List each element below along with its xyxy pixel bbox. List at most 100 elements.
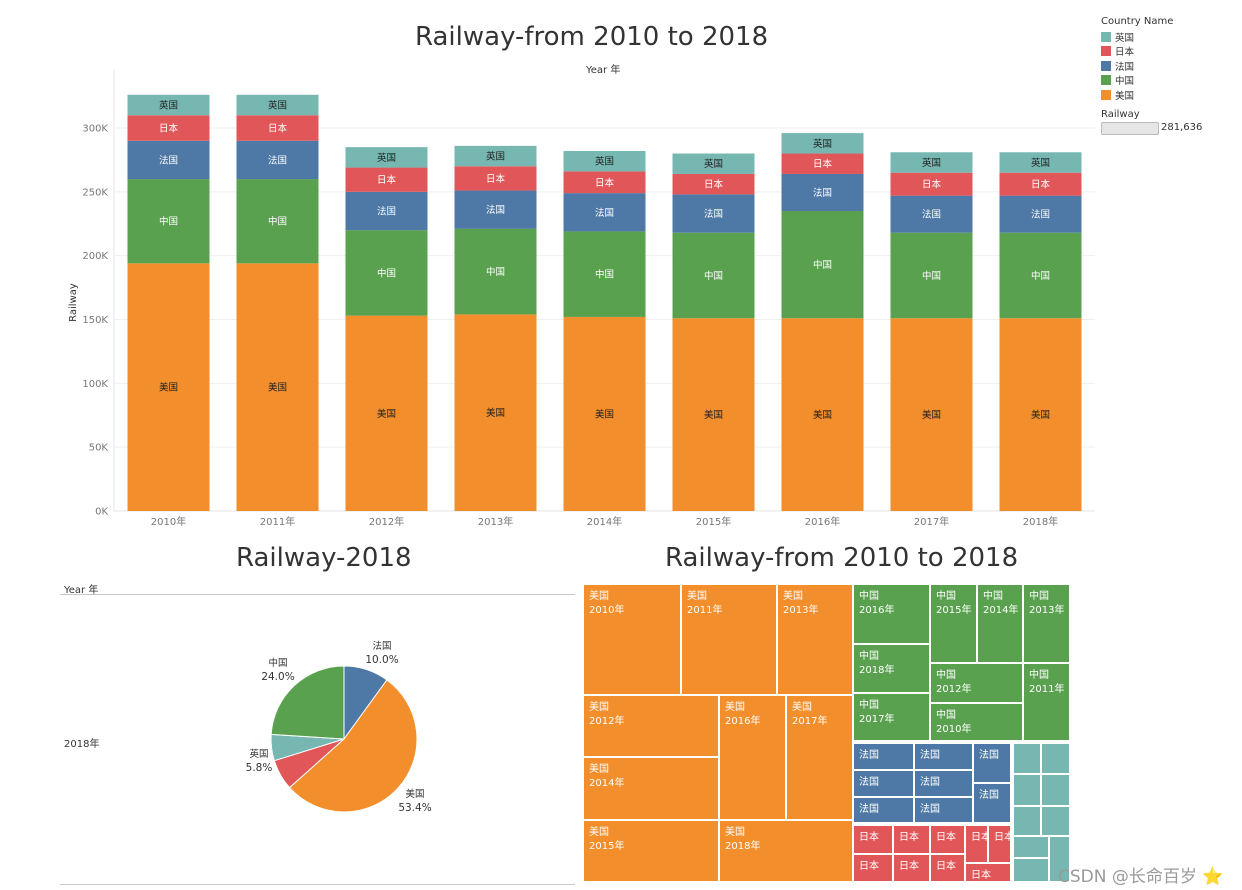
- treemap-cell[interactable]: 美国 2013年: [777, 584, 853, 695]
- bar-segment-label: 法国: [704, 208, 723, 220]
- treemap-cell-label: 中国 2016年: [859, 590, 894, 618]
- bar-segment-label: 中国: [486, 266, 505, 278]
- legend-label: 美国: [1115, 90, 1135, 102]
- bar-segment-label: 美国: [159, 382, 178, 394]
- treemap-cell[interactable]: [1013, 806, 1041, 836]
- treemap-cell[interactable]: 法国: [853, 797, 914, 823]
- bar-segment: [672, 194, 755, 233]
- treemap-cell[interactable]: 中国 2016年: [853, 584, 930, 644]
- treemap-year: 2016年: [725, 716, 761, 727]
- treemap-cell[interactable]: 日本: [965, 863, 1011, 882]
- bar-segment: [999, 152, 1082, 173]
- treemap-country: 日本: [899, 832, 919, 843]
- treemap-cell[interactable]: 美国 2017年: [786, 695, 853, 820]
- treemap-cell-label: 美国 2015年: [589, 826, 624, 854]
- y-tick-label: 300K: [82, 124, 108, 135]
- treemap-cell[interactable]: 法国: [914, 797, 973, 823]
- bar-segment-label: 日本: [595, 177, 615, 189]
- treemap-cell[interactable]: 美国 2012年: [583, 695, 719, 757]
- bar-segment-label: 日本: [1031, 179, 1051, 191]
- bar-segment-label: 英国: [377, 152, 396, 164]
- treemap-year: 2010年: [936, 724, 972, 735]
- treemap-cell[interactable]: 中国 2013年: [1023, 584, 1070, 663]
- treemap-cell[interactable]: [1013, 774, 1041, 806]
- treemap-cell[interactable]: 日本: [853, 825, 893, 854]
- treemap-cell[interactable]: [1041, 743, 1070, 774]
- treemap-country: 中国: [936, 710, 956, 721]
- treemap-year: 2012年: [936, 684, 972, 695]
- bar-segment-label: 中国: [268, 216, 287, 228]
- treemap-year: 2015年: [589, 841, 625, 852]
- treemap-year: 2014年: [589, 778, 625, 789]
- treemap-cell[interactable]: 法国: [914, 770, 973, 797]
- x-tick-label: 2013年: [478, 515, 513, 528]
- treemap-cell-label: 日本: [971, 869, 991, 881]
- treemap-country: 法国: [920, 777, 940, 788]
- treemap-year: 2015年: [936, 605, 972, 616]
- legend-item[interactable]: 英国: [1101, 30, 1134, 44]
- treemap-cell[interactable]: [1013, 836, 1049, 858]
- treemap-cell[interactable]: 美国 2011年: [681, 584, 777, 695]
- x-tick-label: 2014年: [587, 515, 622, 528]
- legend-item[interactable]: 日本: [1101, 45, 1134, 58]
- treemap-cell[interactable]: 法国: [853, 743, 914, 770]
- bar-segment-label: 美国: [813, 409, 832, 421]
- treemap-cell[interactable]: [1041, 806, 1070, 836]
- treemap-cell[interactable]: 中国 2014年: [977, 584, 1023, 663]
- treemap-country: 中国: [1029, 591, 1049, 602]
- treemap-country: 法国: [979, 790, 999, 801]
- legend-item[interactable]: 法国: [1101, 59, 1134, 73]
- treemap-cell-label: 法国: [979, 749, 999, 763]
- pie-slice-name: 中国: [268, 657, 287, 669]
- bar-segment: [563, 231, 646, 317]
- watermark: CSDN @长命百岁 ⭐: [1058, 867, 1224, 887]
- treemap-cell[interactable]: [1041, 774, 1070, 806]
- treemap-cell[interactable]: 美国 2010年: [583, 584, 681, 695]
- treemap-cell[interactable]: 中国 2010年: [930, 703, 1023, 741]
- treemap-cell-label: 法国: [920, 749, 940, 763]
- treemap-cell[interactable]: 日本: [965, 825, 988, 863]
- treemap-cell[interactable]: 美国 2015年: [583, 820, 719, 882]
- pie-chart: 法国 10.0% 美国 53.4% 英国 5.8% 中国 24.0%: [246, 640, 432, 814]
- size-legend-value: 281,636: [1161, 122, 1203, 133]
- x-tick-label: 2016年: [805, 515, 840, 528]
- treemap-cell[interactable]: [1049, 836, 1070, 882]
- bar-segment: [672, 153, 755, 174]
- bar-segment: [454, 190, 537, 229]
- treemap-cell[interactable]: 日本: [853, 854, 893, 882]
- treemap-cell[interactable]: 法国: [914, 743, 973, 770]
- treemap-cell[interactable]: 法国: [973, 783, 1011, 823]
- bar-segment-label: 法国: [922, 209, 941, 221]
- treemap-cell[interactable]: 中国 2017年: [853, 693, 930, 741]
- treemap-cell[interactable]: 日本: [893, 854, 930, 882]
- treemap-cell[interactable]: [1013, 743, 1041, 774]
- treemap-cell[interactable]: 中国 2012年: [930, 663, 1023, 703]
- legend-item[interactable]: 美国: [1101, 88, 1135, 102]
- treemap-cell[interactable]: 法国: [853, 770, 914, 797]
- bar-segment: [781, 153, 864, 174]
- treemap-country: 中国: [1029, 670, 1049, 681]
- pie-slice-percent: 5.8%: [246, 762, 273, 774]
- treemap-cell[interactable]: 日本: [930, 854, 965, 882]
- bar-segment-label: 美国: [486, 407, 505, 419]
- treemap-cell[interactable]: 美国 2016年: [719, 695, 786, 820]
- bar-segment: [345, 191, 428, 231]
- treemap-cell[interactable]: 中国 2018年: [853, 644, 930, 693]
- treemap-cell[interactable]: 法国: [973, 743, 1011, 783]
- bar-segment-label: 日本: [922, 179, 942, 191]
- treemap-year: 2011年: [1029, 684, 1065, 695]
- treemap-cell[interactable]: 中国 2015年: [930, 584, 977, 663]
- bar-segment: [999, 232, 1082, 319]
- treemap-cell[interactable]: [1013, 858, 1049, 882]
- treemap-cell-label: 法国: [920, 776, 940, 790]
- treemap-cell[interactable]: 美国 2018年: [719, 820, 853, 882]
- treemap-cell[interactable]: 日本: [930, 825, 965, 854]
- legend-swatch: [1101, 89, 1111, 100]
- treemap-cell[interactable]: 日本: [988, 825, 1011, 863]
- legend-swatch: [1101, 46, 1111, 56]
- treemap-country: 美国: [783, 591, 803, 602]
- treemap-cell[interactable]: 美国 2014年: [583, 757, 719, 820]
- treemap-cell[interactable]: 日本: [893, 825, 930, 854]
- treemap-cell[interactable]: 中国 2011年: [1023, 663, 1070, 741]
- legend-item[interactable]: 中国: [1101, 74, 1134, 87]
